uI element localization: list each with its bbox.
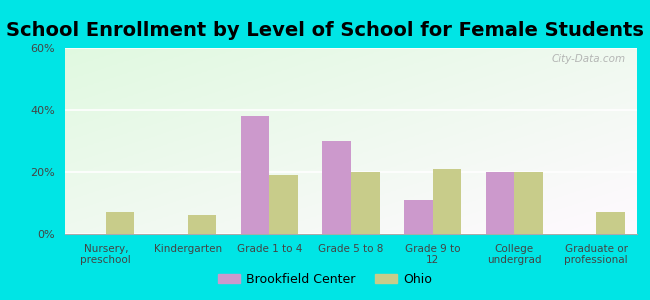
Bar [351, 172, 380, 234]
Bar [433, 169, 462, 234]
Bar [269, 175, 298, 234]
Legend: Brookfield Center, Ohio: Brookfield Center, Ohio [213, 268, 437, 291]
Bar [240, 116, 269, 234]
Bar [596, 212, 625, 234]
Text: City-Data.com: City-Data.com [551, 54, 625, 64]
Bar [514, 172, 543, 234]
Bar [106, 212, 135, 234]
Bar [188, 215, 216, 234]
Bar [322, 141, 351, 234]
Bar [486, 172, 514, 234]
Bar [404, 200, 433, 234]
Text: School Enrollment by Level of School for Female Students: School Enrollment by Level of School for… [6, 21, 644, 40]
